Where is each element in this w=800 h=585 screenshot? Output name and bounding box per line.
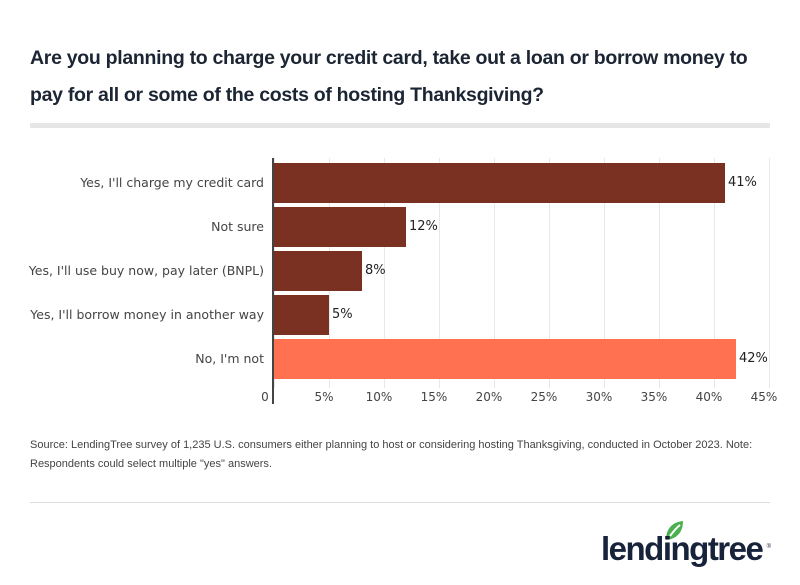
gridline (384, 158, 385, 388)
title-divider (30, 123, 770, 128)
bar: 5% (274, 295, 353, 335)
category-label: Yes, I'll charge my credit card (80, 175, 264, 190)
category-label: No, I'm not (195, 351, 264, 366)
gridline (494, 158, 495, 388)
gridline (714, 158, 715, 388)
x-tick-label: 25% (530, 390, 558, 404)
category-label: Yes, I'll borrow money in another way (30, 307, 264, 322)
bar-value-label: 12% (409, 219, 438, 234)
logo-text: lendingtree (601, 530, 764, 567)
bar: 8% (274, 251, 386, 291)
x-tick-label: 35% (640, 390, 668, 404)
gridline (659, 158, 660, 388)
x-tick-label: 5% (314, 390, 334, 404)
category-label: Yes, I'll use buy now, pay later (BNPL) (28, 263, 264, 278)
bar-value-label: 42% (739, 351, 768, 366)
registered-mark: ® (766, 544, 771, 550)
bar-value-label: 8% (365, 263, 386, 278)
bar-value-label: 5% (332, 307, 353, 322)
bar-value-label: 41% (728, 175, 757, 190)
bar: 41% (274, 163, 757, 203)
chart-title: Are you planning to charge your credit c… (30, 47, 748, 106)
leaf-icon (666, 521, 683, 540)
x-tick-label: 10% (365, 390, 393, 404)
bar: 12% (274, 207, 438, 247)
lendingtree-logo: lendingtree ® (601, 520, 771, 575)
x-tick-label: 0 (261, 390, 269, 404)
gridline (604, 158, 605, 388)
gridline (439, 158, 440, 388)
bar: 42% (274, 339, 768, 379)
x-tick-label: 20% (475, 390, 503, 404)
x-tick-label: 45% (750, 390, 778, 404)
gridline (769, 158, 770, 388)
category-label: Not sure (211, 219, 264, 234)
x-tick-label: 30% (585, 390, 613, 404)
y-axis-line (272, 158, 274, 404)
gridline (549, 158, 550, 388)
footer-divider (30, 502, 770, 503)
x-tick-label: 40% (695, 390, 723, 404)
source-note: Source: LendingTree survey of 1,235 U.S.… (30, 439, 753, 470)
x-tick-label: 15% (420, 390, 448, 404)
